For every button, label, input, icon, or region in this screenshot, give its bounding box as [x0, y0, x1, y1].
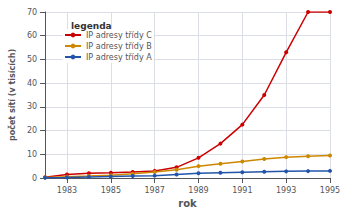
svg-text:legenda: legenda — [71, 21, 112, 31]
svg-text:0: 0 — [32, 174, 37, 183]
svg-text:rok: rok — [178, 198, 197, 209]
svg-text:70: 70 — [27, 8, 37, 17]
svg-text:1989: 1989 — [188, 186, 208, 195]
svg-text:IP adresy třídy B: IP adresy třídy B — [86, 42, 152, 51]
svg-text:IP adresy třídy C: IP adresy třídy C — [86, 31, 152, 40]
svg-text:IP adresy třídy A: IP adresy třídy A — [86, 53, 152, 62]
svg-text:1987: 1987 — [144, 186, 164, 195]
svg-text:30: 30 — [27, 102, 37, 111]
svg-text:60: 60 — [27, 31, 37, 40]
svg-text:10: 10 — [27, 150, 37, 159]
svg-text:1983: 1983 — [57, 186, 77, 195]
svg-text:1985: 1985 — [101, 186, 121, 195]
svg-text:20: 20 — [27, 126, 37, 135]
svg-text:1993: 1993 — [276, 186, 296, 195]
svg-text:počet sítí (v tisících): počet sítí (v tisících) — [7, 49, 17, 141]
svg-text:1995: 1995 — [320, 186, 340, 195]
svg-text:1991: 1991 — [232, 186, 252, 195]
svg-text:50: 50 — [27, 55, 37, 64]
svg-text:40: 40 — [27, 79, 37, 88]
